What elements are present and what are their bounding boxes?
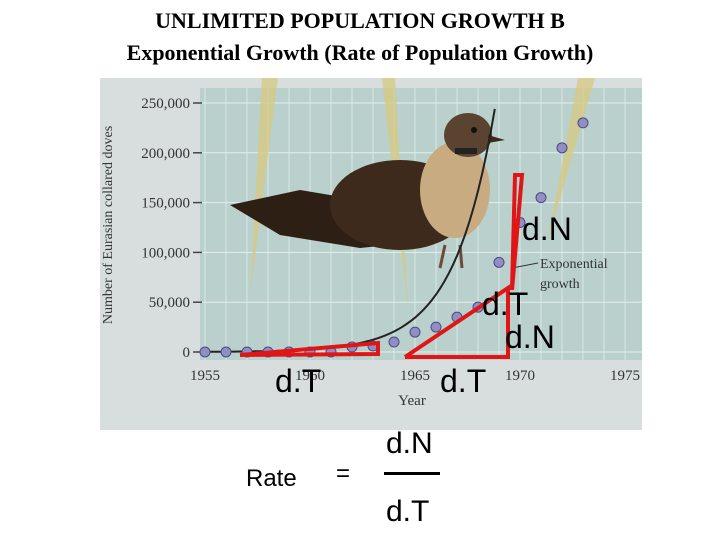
y-axis-ticks: 0 50,000 100,000 150,000 200,000 250,000	[141, 96, 202, 361]
dt-label-top: d.T	[482, 286, 528, 322]
title-line-2: Exponential Growth (Rate of Population G…	[126, 40, 594, 65]
y-tick-label: 150,000	[141, 196, 190, 212]
y-tick-label: 100,000	[141, 245, 190, 261]
slope-annotations	[239, 173, 525, 359]
title-line-1: UNLIMITED POPULATION GROWTH B	[155, 8, 565, 33]
x-tick-label: 1960	[295, 368, 325, 384]
slope-triangle-high	[510, 173, 525, 291]
data-point	[409, 326, 421, 338]
x-tick-label: 1965	[400, 368, 430, 384]
y-axis-label: Number of Eurasian collared doves	[101, 126, 116, 324]
dt-label-left: d.T	[275, 363, 321, 399]
data-point	[556, 142, 568, 154]
curve-label-pointer	[511, 262, 539, 269]
x-tick-label: 1970	[505, 368, 535, 384]
y-tick-label: 250,000	[141, 96, 190, 112]
dn-label-top: d.N	[522, 211, 572, 247]
curve-label-line-2: growth	[540, 277, 580, 292]
dt-label-center: d.T	[440, 363, 486, 399]
data-point	[199, 346, 211, 358]
rate-label: Rate	[246, 465, 297, 492]
fraction-bar	[384, 472, 440, 475]
data-point	[535, 192, 547, 204]
curve-label-line-1: Exponential	[540, 257, 608, 272]
data-point	[388, 336, 400, 348]
y-tick-label: 0	[183, 345, 191, 361]
data-point	[220, 346, 232, 358]
data-point	[493, 256, 505, 268]
x-tick-label: 1955	[190, 368, 220, 384]
x-tick-label: 1975	[610, 368, 640, 384]
x-axis-ticks: 1955 1960 1965 1970 1975	[190, 368, 640, 384]
slope-triangle-mid	[403, 284, 510, 359]
equals-sign: =	[336, 460, 351, 487]
y-tick-label: 200,000	[141, 146, 190, 162]
y-tick-label: 50,000	[149, 295, 190, 311]
x-axis-label: Year	[398, 393, 426, 409]
fraction-numerator: d.N	[386, 427, 433, 460]
light-beam-left	[250, 78, 278, 295]
data-point	[577, 117, 589, 129]
fraction-denominator: d.T	[386, 495, 430, 528]
dove-illustration	[230, 113, 505, 269]
data-point	[430, 321, 442, 333]
slope-line-low	[239, 340, 380, 357]
dn-label-mid: d.N	[505, 319, 555, 355]
